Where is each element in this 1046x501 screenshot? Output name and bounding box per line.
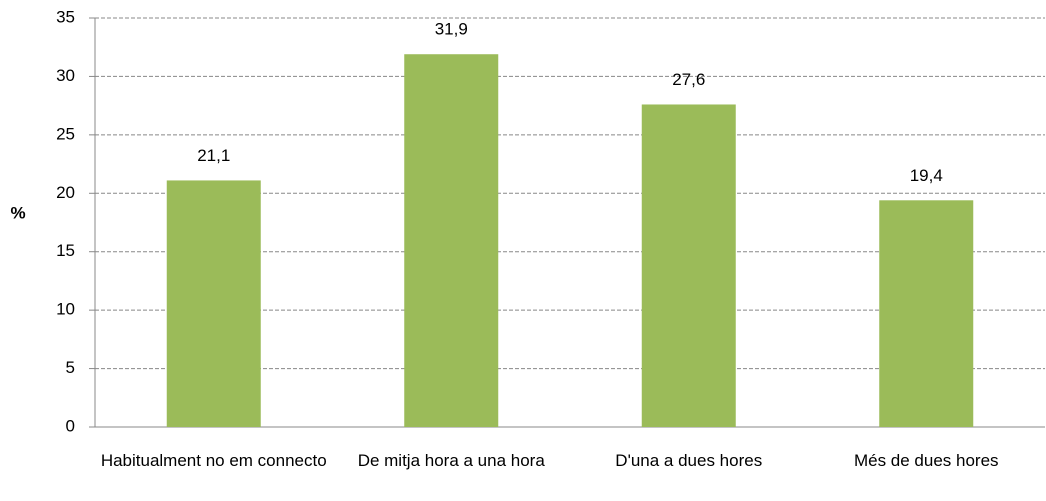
bar xyxy=(166,180,261,427)
x-tick-label: Més de dues hores xyxy=(853,451,999,470)
data-label: 31,9 xyxy=(435,20,468,39)
y-tick-label: 20 xyxy=(56,183,75,202)
y-tick-label: 15 xyxy=(56,241,75,260)
data-label: 21,1 xyxy=(197,146,230,165)
y-tick-label: 25 xyxy=(56,124,75,143)
data-label: 19,4 xyxy=(910,166,943,185)
data-label: 27,6 xyxy=(672,70,705,89)
y-tick-label: 5 xyxy=(66,358,75,377)
bar xyxy=(641,104,736,427)
x-tick-label: D'una a dues hores xyxy=(615,451,763,470)
y-tick-label: 30 xyxy=(56,66,75,85)
y-axis-label: % xyxy=(10,203,25,222)
y-tick-label: 0 xyxy=(66,416,75,435)
x-tick-label: De mitja hora a una hora xyxy=(357,451,545,470)
x-tick-label: Habitualment no em connecto xyxy=(100,451,327,470)
bar xyxy=(404,54,499,428)
y-tick-label: 35 xyxy=(56,7,75,26)
bar xyxy=(879,200,974,427)
y-tick-label: 10 xyxy=(56,300,75,319)
